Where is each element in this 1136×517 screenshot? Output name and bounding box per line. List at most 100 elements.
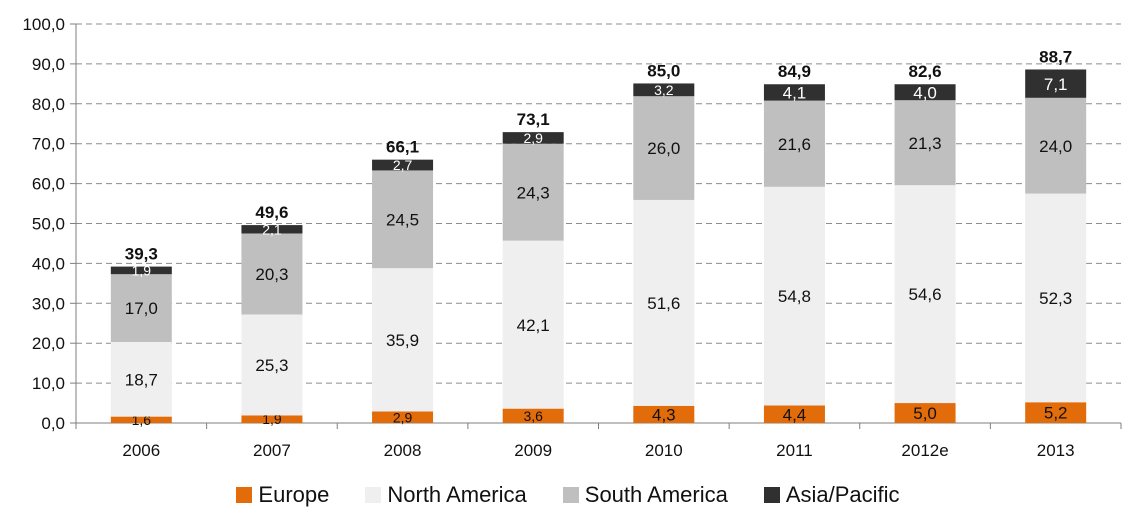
data-label-south-america: 20,3 xyxy=(255,265,288,284)
y-tick-label: 80,0 xyxy=(32,95,65,114)
data-label-europe: 4,4 xyxy=(783,405,807,424)
x-tick-label: 2009 xyxy=(514,441,552,460)
bar-segment-europe xyxy=(894,403,956,423)
legend-item-europe: Europe xyxy=(236,482,329,508)
total-label: 73,1 xyxy=(517,110,550,129)
data-label-north-america: 54,6 xyxy=(909,285,942,304)
x-tick-label: 2010 xyxy=(645,441,683,460)
legend-item-north-america: North America xyxy=(365,482,527,508)
data-label-europe: 5,0 xyxy=(913,404,937,423)
bar-segment-north-america xyxy=(763,186,825,406)
bar-segment-south-america xyxy=(894,100,956,186)
data-label-asia-pacific: 4,0 xyxy=(913,83,937,102)
stacked-bar-chart: 0,0 10,0 20,0 30,0 40,0 50,0 60,0 70,0 80,0 90,0 1… xyxy=(22,15,1122,460)
legend-swatch-north-america xyxy=(365,487,382,503)
data-label-asia-pacific: 7,1 xyxy=(1044,75,1068,94)
bar-segment-south-america xyxy=(241,233,303,315)
x-tick-label: 2011 xyxy=(776,441,813,460)
bar-segment-north-america xyxy=(894,185,956,404)
bar-segment-north-america xyxy=(1025,193,1087,403)
y-tick-label: 20,0 xyxy=(32,334,65,353)
total-label: 85,0 xyxy=(647,61,680,80)
data-label-europe: 3,6 xyxy=(523,408,543,424)
y-tick-label: 60,0 xyxy=(32,175,65,194)
legend-swatch-south-america xyxy=(562,487,579,503)
legend: Europe North America South America Asia/… xyxy=(0,482,1136,508)
bar-segment-europe xyxy=(633,405,695,423)
x-tick-label: 2013 xyxy=(1037,441,1075,460)
data-label-south-america: 24,3 xyxy=(517,183,550,202)
bar-segment-north-america xyxy=(633,199,695,406)
total-label: 88,7 xyxy=(1039,47,1072,66)
data-label-asia-pacific: 2,9 xyxy=(523,130,543,146)
legend-swatch-asia-pacific xyxy=(763,487,780,503)
total-label: 39,3 xyxy=(125,245,158,264)
y-tick-label: 10,0 xyxy=(32,374,65,393)
data-label-north-america: 54,8 xyxy=(778,287,811,306)
legend-label-north-america: North America xyxy=(387,482,527,507)
bar-segment-asia-pacific xyxy=(372,159,434,171)
data-label-south-america: 24,5 xyxy=(386,210,419,229)
bar-segment-europe xyxy=(110,416,172,423)
bar-segment-north-america xyxy=(241,314,303,416)
data-label-north-america: 52,3 xyxy=(1039,289,1072,308)
legend-label-asia-pacific: Asia/Pacific xyxy=(785,482,900,507)
bar-segment-asia-pacific xyxy=(763,84,825,101)
legend-label-europe: Europe xyxy=(258,482,330,507)
bar-segment-south-america xyxy=(633,96,695,200)
x-tick-label: 2007 xyxy=(253,441,291,460)
data-label-south-america: 21,6 xyxy=(778,135,811,154)
legend-swatch-europe xyxy=(236,487,253,503)
legend-item-south-america: South America xyxy=(562,482,728,508)
x-tick-label: 2012e xyxy=(901,441,948,460)
data-label-north-america: 18,7 xyxy=(125,370,158,389)
bar-segment-south-america xyxy=(1025,97,1087,194)
x-tick-label: 2008 xyxy=(384,441,422,460)
data-label-asia-pacific: 3,2 xyxy=(654,82,674,98)
data-label-asia-pacific: 2,1 xyxy=(262,221,282,237)
legend-label-south-america: South America xyxy=(584,482,728,507)
data-label-europe: 4,3 xyxy=(652,406,676,425)
bar-segment-europe xyxy=(502,408,564,423)
data-label-north-america: 51,6 xyxy=(647,294,680,313)
data-label-europe: 5,2 xyxy=(1044,404,1068,423)
bar-segment-north-america xyxy=(502,240,564,409)
x-tick-label: 2006 xyxy=(122,441,160,460)
bar-segment-south-america xyxy=(502,143,564,241)
y-tick-label: 50,0 xyxy=(32,215,65,234)
data-label-south-america: 24,0 xyxy=(1039,137,1072,156)
bar-segment-asia-pacific xyxy=(633,83,695,97)
data-label-north-america: 35,9 xyxy=(386,331,419,350)
data-label-south-america: 21,3 xyxy=(909,134,942,153)
total-label: 49,6 xyxy=(255,203,288,222)
bar-segment-europe xyxy=(763,405,825,423)
legend-item-asia-pacific: Asia/Pacific xyxy=(763,482,900,508)
data-label-north-america: 42,1 xyxy=(517,316,550,335)
bar-segment-asia-pacific xyxy=(894,84,956,101)
data-label-asia-pacific: 4,1 xyxy=(783,84,807,103)
total-label: 66,1 xyxy=(386,138,419,157)
bar-segment-north-america xyxy=(372,268,434,412)
bar-segment-south-america xyxy=(763,100,825,187)
data-label-europe: 2,9 xyxy=(393,409,413,425)
y-tick-label: 90,0 xyxy=(32,55,65,74)
bar-segment-asia-pacific xyxy=(241,225,303,234)
data-label-asia-pacific: 2,7 xyxy=(393,157,413,173)
y-tick-label: 0,0 xyxy=(41,414,65,433)
total-label: 82,6 xyxy=(909,62,942,81)
total-label: 84,9 xyxy=(778,62,811,81)
bar-segment-south-america xyxy=(110,274,172,343)
y-tick-label: 70,0 xyxy=(32,135,65,154)
bar-segment-europe xyxy=(241,415,303,423)
bar-segment-south-america xyxy=(372,170,434,269)
data-label-south-america: 17,0 xyxy=(125,299,158,318)
y-tick-label: 40,0 xyxy=(32,254,65,273)
bar-segment-asia-pacific xyxy=(1025,69,1087,98)
data-label-north-america: 25,3 xyxy=(255,356,288,375)
y-tick-label: 30,0 xyxy=(32,294,65,313)
y-tick-label: 100,0 xyxy=(22,15,65,34)
bar-segment-europe xyxy=(1025,402,1087,423)
bar-segment-asia-pacific xyxy=(110,266,172,275)
bar-segment-asia-pacific xyxy=(502,132,564,144)
